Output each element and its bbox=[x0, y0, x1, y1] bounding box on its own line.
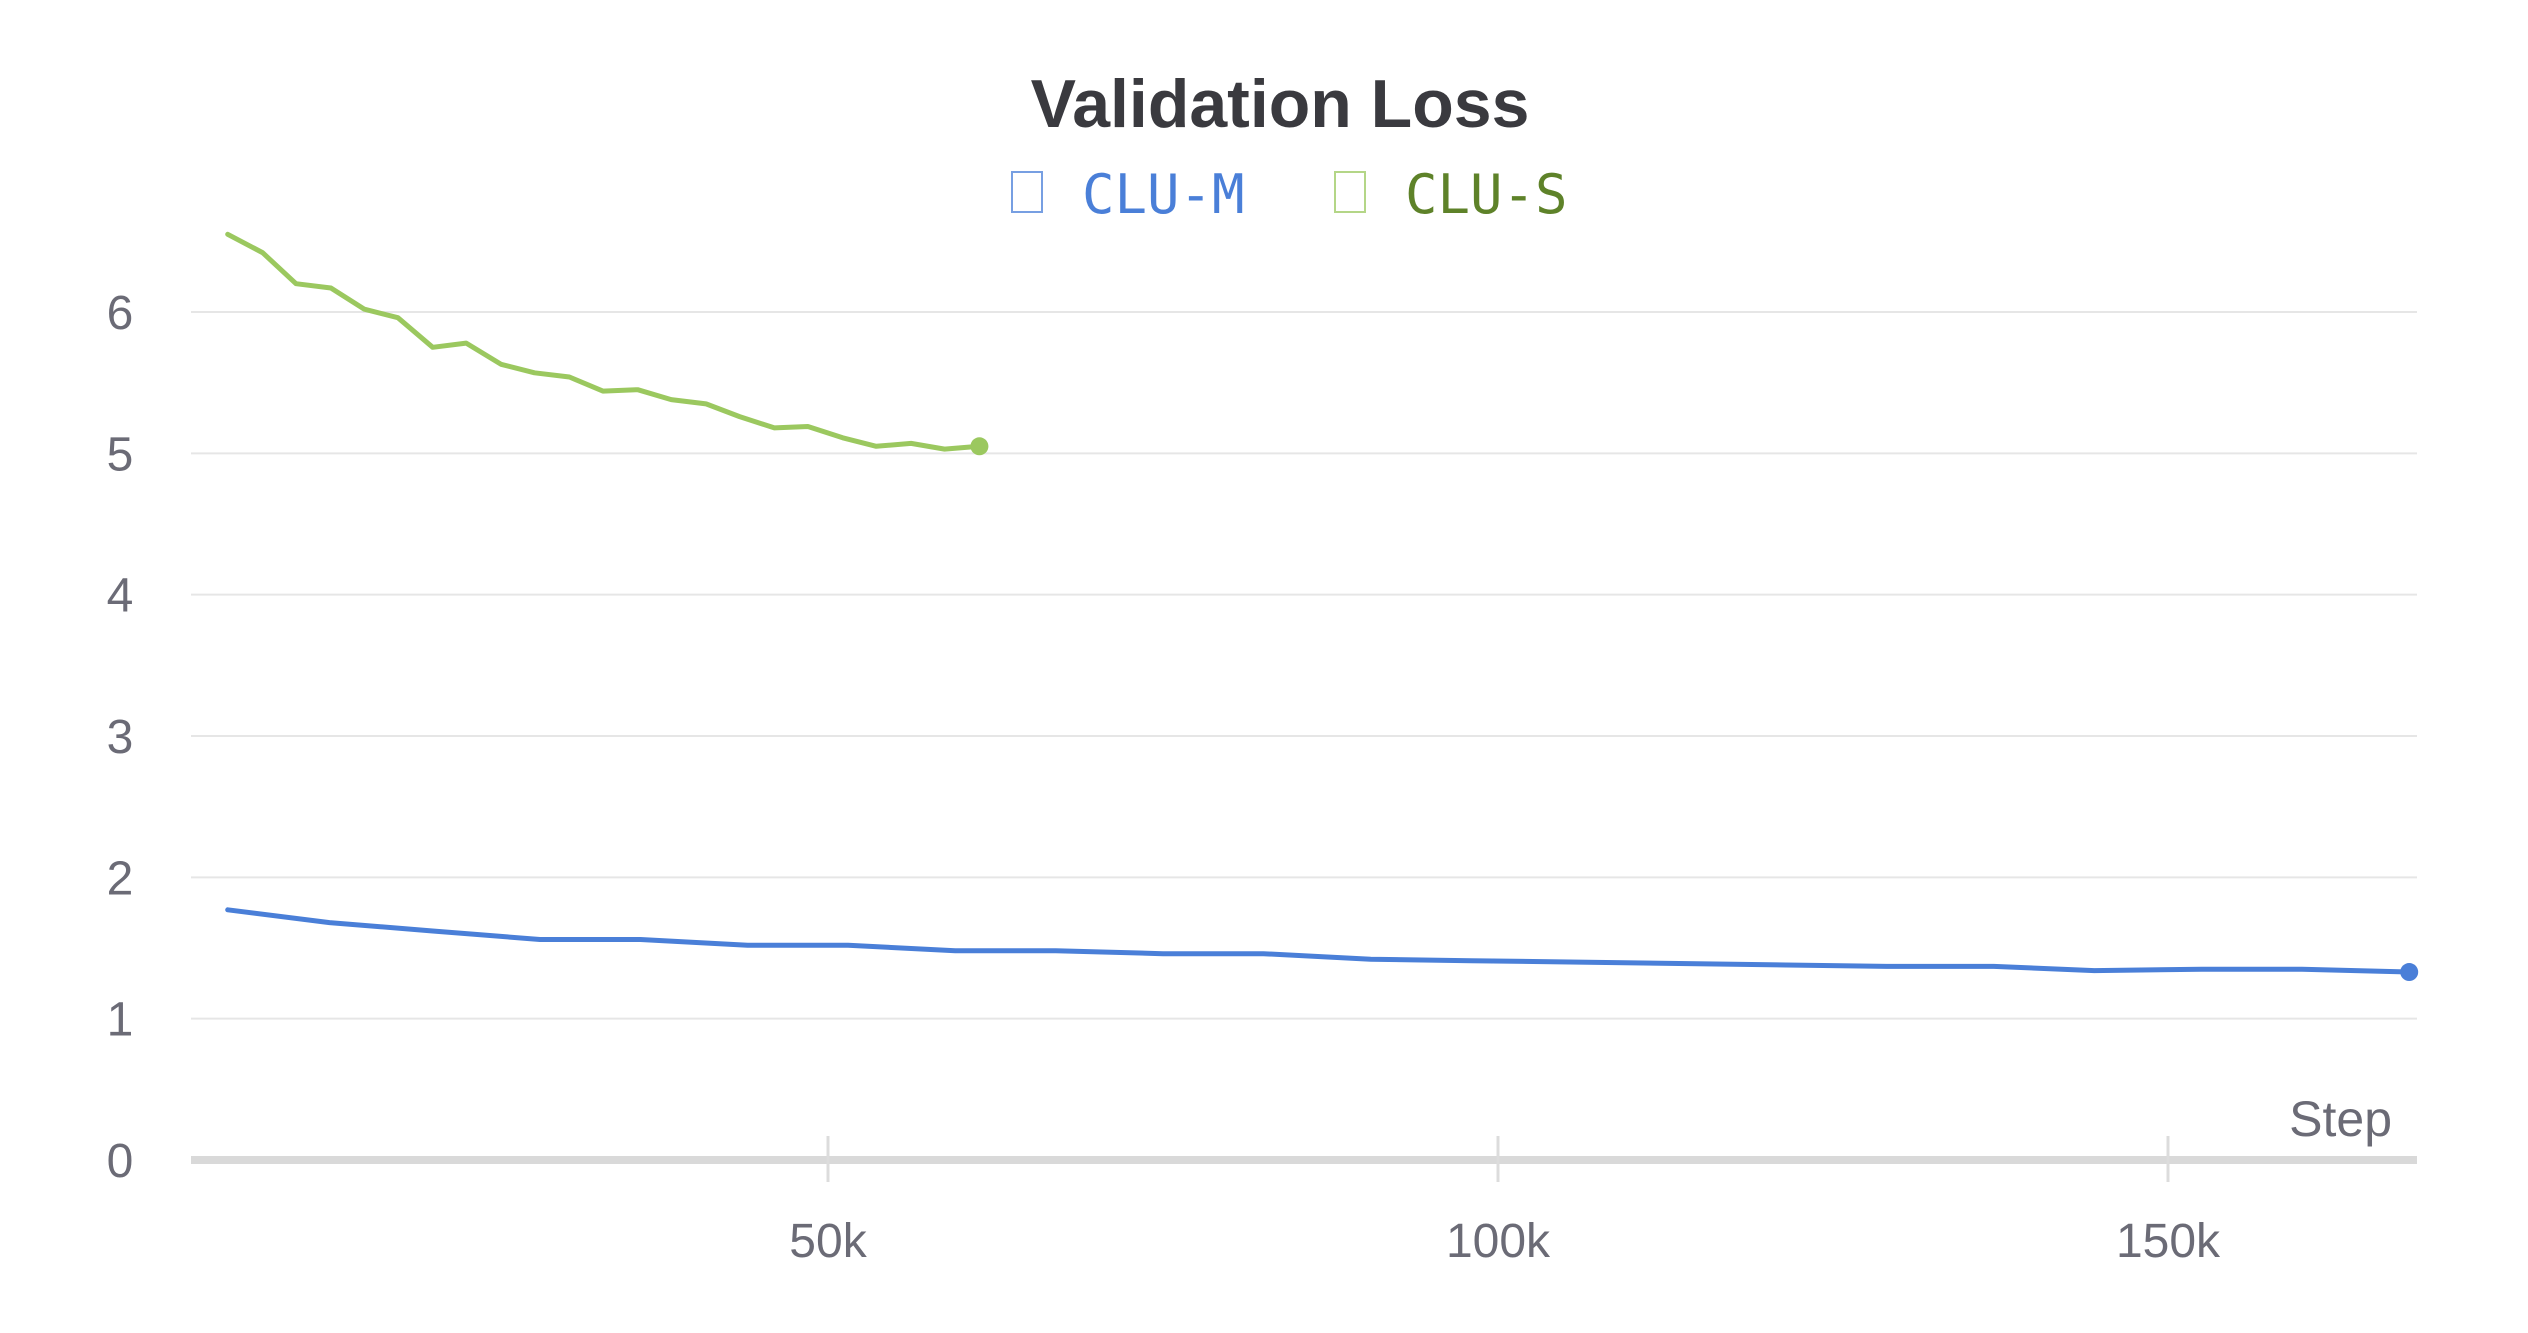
series-end-marker bbox=[970, 437, 989, 456]
y-tick-label: 1 bbox=[107, 994, 134, 1047]
series-line-clu-s bbox=[225, 231, 982, 452]
legend: CLU-M CLU-S bbox=[1011, 163, 1568, 226]
x-tick-label: 50k bbox=[789, 1215, 867, 1268]
y-tick-label: 5 bbox=[107, 428, 134, 481]
y-tick-label: 2 bbox=[107, 852, 134, 905]
series-end-marker bbox=[2400, 963, 2419, 982]
series-lines bbox=[225, 231, 2419, 982]
y-tick-label: 0 bbox=[107, 1135, 134, 1188]
legend-swatch bbox=[1011, 171, 1043, 213]
x-tick-label: 150k bbox=[2116, 1215, 2221, 1268]
x-axis-title: Step bbox=[2289, 1091, 2392, 1147]
y-tick-labels: 0 1 2 3 4 5 6 bbox=[107, 287, 134, 1188]
chart-title: Validation Loss bbox=[1031, 66, 1530, 142]
legend-swatch bbox=[1334, 171, 1366, 213]
legend-label: CLU-M bbox=[1082, 163, 1245, 226]
y-tick-label: 6 bbox=[107, 287, 134, 340]
x-axis: 50k 100k 150k bbox=[191, 1136, 2417, 1268]
y-tick-label: 3 bbox=[107, 711, 134, 764]
legend-item[interactable]: CLU-S bbox=[1334, 163, 1568, 226]
series-line-clu-m bbox=[225, 907, 2412, 975]
legend-item[interactable]: CLU-M bbox=[1011, 163, 1245, 226]
legend-label: CLU-S bbox=[1405, 163, 1568, 226]
y-tick-label: 4 bbox=[107, 570, 134, 623]
y-gridlines bbox=[191, 311, 2417, 1020]
x-tick-label: 100k bbox=[1446, 1215, 1551, 1268]
